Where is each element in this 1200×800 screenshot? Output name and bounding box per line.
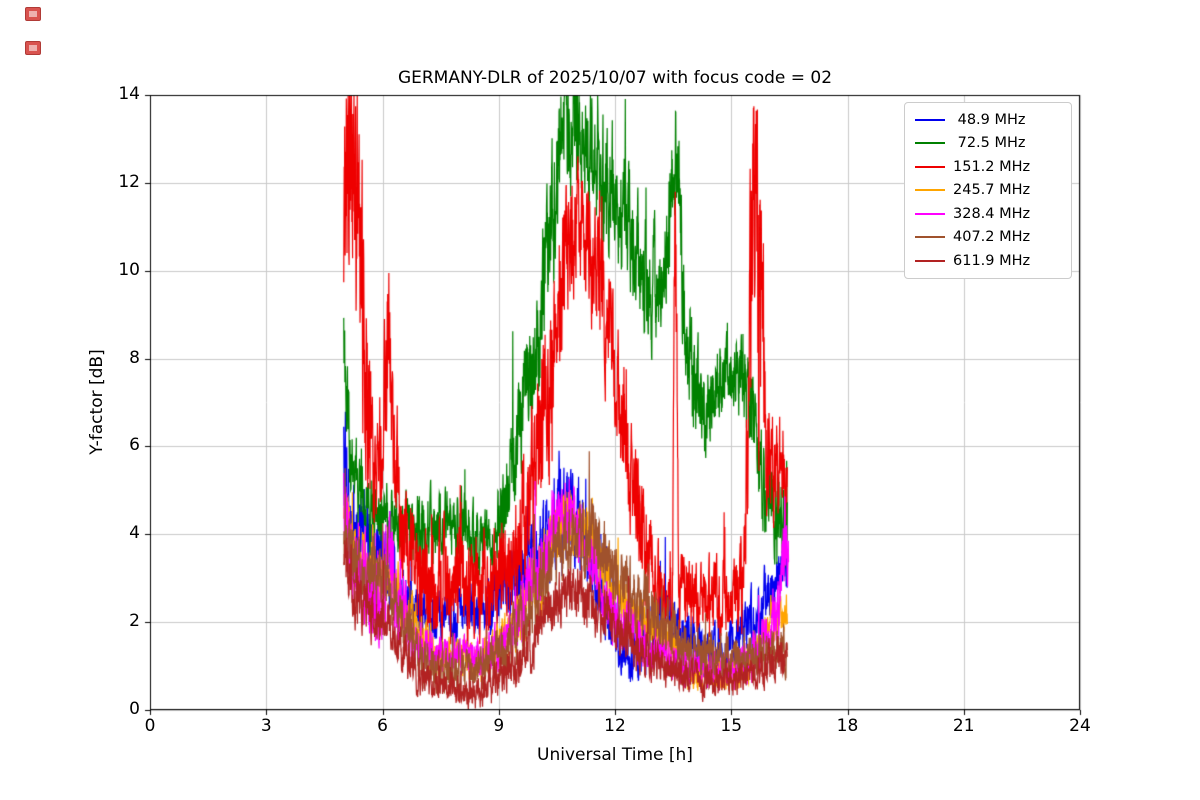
- y-tick-label: 12: [118, 171, 140, 192]
- y-tick-label: 10: [118, 259, 140, 280]
- legend-item: 407.2 MHz: [905, 226, 1071, 250]
- legend-line-swatch: [915, 236, 945, 239]
- y-tick-label: 4: [129, 523, 140, 544]
- y-tick-label: 0: [129, 699, 140, 719]
- legend-item: 72.5 MHz: [905, 132, 1071, 156]
- legend-label: 151.2 MHz: [953, 158, 1031, 175]
- x-tick-label: 3: [260, 716, 272, 736]
- legend-item: 245.7 MHz: [905, 179, 1071, 203]
- legend-line-swatch: [915, 212, 945, 215]
- legend-line-swatch: [915, 118, 945, 121]
- x-tick-label: 12: [604, 716, 626, 736]
- chart-title: GERMANY-DLR of 2025/10/07 with focus cod…: [397, 68, 833, 88]
- legend-label: 407.2 MHz: [953, 229, 1031, 246]
- x-tick-label: 21: [952, 716, 975, 736]
- x-tick-label: 15: [720, 716, 743, 736]
- x-axis-label: Universal Time [h]: [537, 745, 693, 765]
- legend-line-swatch: [915, 189, 945, 192]
- legend-label: 328.4 MHz: [953, 205, 1031, 222]
- legend-label: 611.9 MHz: [953, 252, 1031, 269]
- y-tick-label: 14: [118, 84, 140, 104]
- x-tick-label: 18: [836, 716, 859, 736]
- legend-item: 48.9 MHz: [905, 108, 1071, 132]
- legend-item: 611.9 MHz: [905, 249, 1071, 273]
- legend-label: 48.9 MHz: [953, 111, 1026, 128]
- x-tick-label: 24: [1069, 716, 1091, 736]
- y-tick-label: 6: [129, 435, 140, 456]
- legend-label: 72.5 MHz: [953, 135, 1026, 152]
- x-tick-label: 0: [144, 716, 156, 736]
- legend-line-swatch: [915, 165, 945, 168]
- legend-item: 151.2 MHz: [905, 155, 1071, 179]
- legend-item: 328.4 MHz: [905, 202, 1071, 226]
- legend-label: 245.7 MHz: [953, 182, 1031, 199]
- legend-line-swatch: [915, 259, 945, 262]
- x-tick-label: 9: [493, 716, 505, 736]
- legend: 48.9 MHz 72.5 MHz 151.2 MHz 245.7 MHz 328.4…: [904, 102, 1072, 279]
- legend-line-swatch: [915, 142, 945, 145]
- y-tick-label: 8: [129, 347, 140, 368]
- y-tick-label: 2: [129, 611, 140, 632]
- x-tick-label: 6: [377, 716, 388, 736]
